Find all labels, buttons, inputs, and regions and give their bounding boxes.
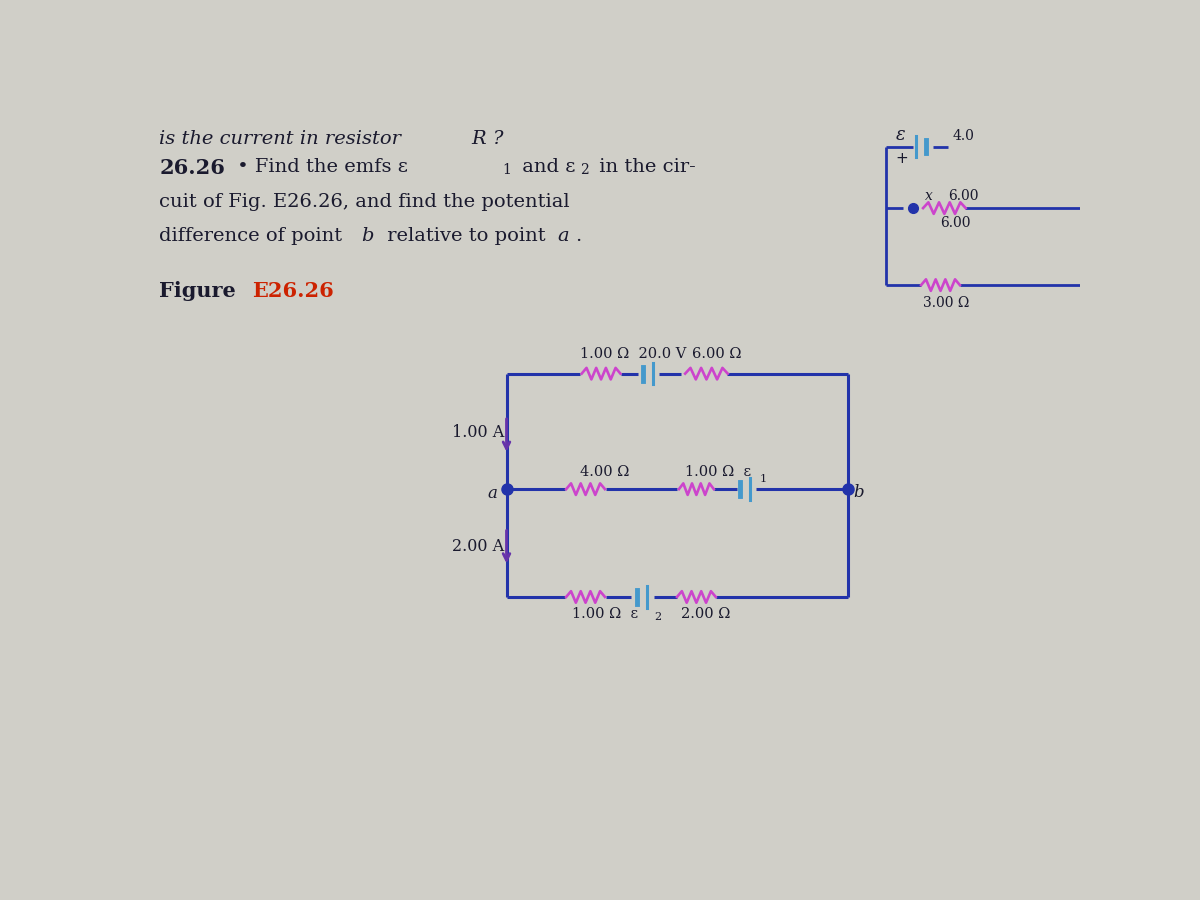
Text: 4.0: 4.0 bbox=[952, 130, 974, 143]
Text: 1.00 Ω  ε: 1.00 Ω ε bbox=[572, 607, 638, 621]
Text: 26.26: 26.26 bbox=[160, 158, 226, 178]
Text: b: b bbox=[361, 227, 373, 245]
Text: 1: 1 bbox=[760, 473, 767, 484]
Text: 1.00 Ω  20.0 V: 1.00 Ω 20.0 V bbox=[580, 346, 686, 361]
Text: relative to point: relative to point bbox=[380, 227, 552, 245]
Text: 2.00 Ω: 2.00 Ω bbox=[680, 607, 731, 621]
Text: 2.00 A: 2.00 A bbox=[452, 538, 504, 555]
Text: 4.00 Ω: 4.00 Ω bbox=[580, 465, 630, 479]
Text: 6.00 Ω: 6.00 Ω bbox=[692, 346, 742, 361]
Text: R: R bbox=[472, 130, 486, 148]
Text: is the current in resistor: is the current in resistor bbox=[160, 130, 408, 148]
Text: 1.00 A: 1.00 A bbox=[452, 425, 504, 441]
Text: difference of point: difference of point bbox=[160, 227, 349, 245]
Text: 3.00 Ω: 3.00 Ω bbox=[924, 296, 970, 310]
Text: Figure: Figure bbox=[160, 281, 244, 302]
Text: 1.00 Ω  ε: 1.00 Ω ε bbox=[685, 465, 751, 479]
Text: cuit of Fig. E26.26, and find the potential: cuit of Fig. E26.26, and find the potent… bbox=[160, 193, 570, 211]
Text: ε: ε bbox=[895, 126, 905, 144]
Text: 1: 1 bbox=[503, 164, 511, 177]
Text: E26.26: E26.26 bbox=[252, 281, 334, 302]
Text: in the cir-: in the cir- bbox=[593, 158, 696, 176]
Text: • Find the emfs ε: • Find the emfs ε bbox=[232, 158, 408, 176]
Text: 6.00: 6.00 bbox=[941, 216, 971, 230]
Text: +: + bbox=[895, 151, 908, 166]
Text: ?: ? bbox=[492, 130, 503, 148]
Text: a: a bbox=[557, 227, 569, 245]
Text: a: a bbox=[487, 485, 497, 502]
Text: 2: 2 bbox=[654, 612, 661, 622]
Text: and ε: and ε bbox=[516, 158, 575, 176]
Text: x: x bbox=[925, 189, 932, 203]
Text: 2: 2 bbox=[580, 164, 589, 177]
Text: .: . bbox=[575, 227, 581, 245]
Text: b: b bbox=[853, 484, 864, 500]
Text: 6.00: 6.00 bbox=[948, 189, 979, 203]
